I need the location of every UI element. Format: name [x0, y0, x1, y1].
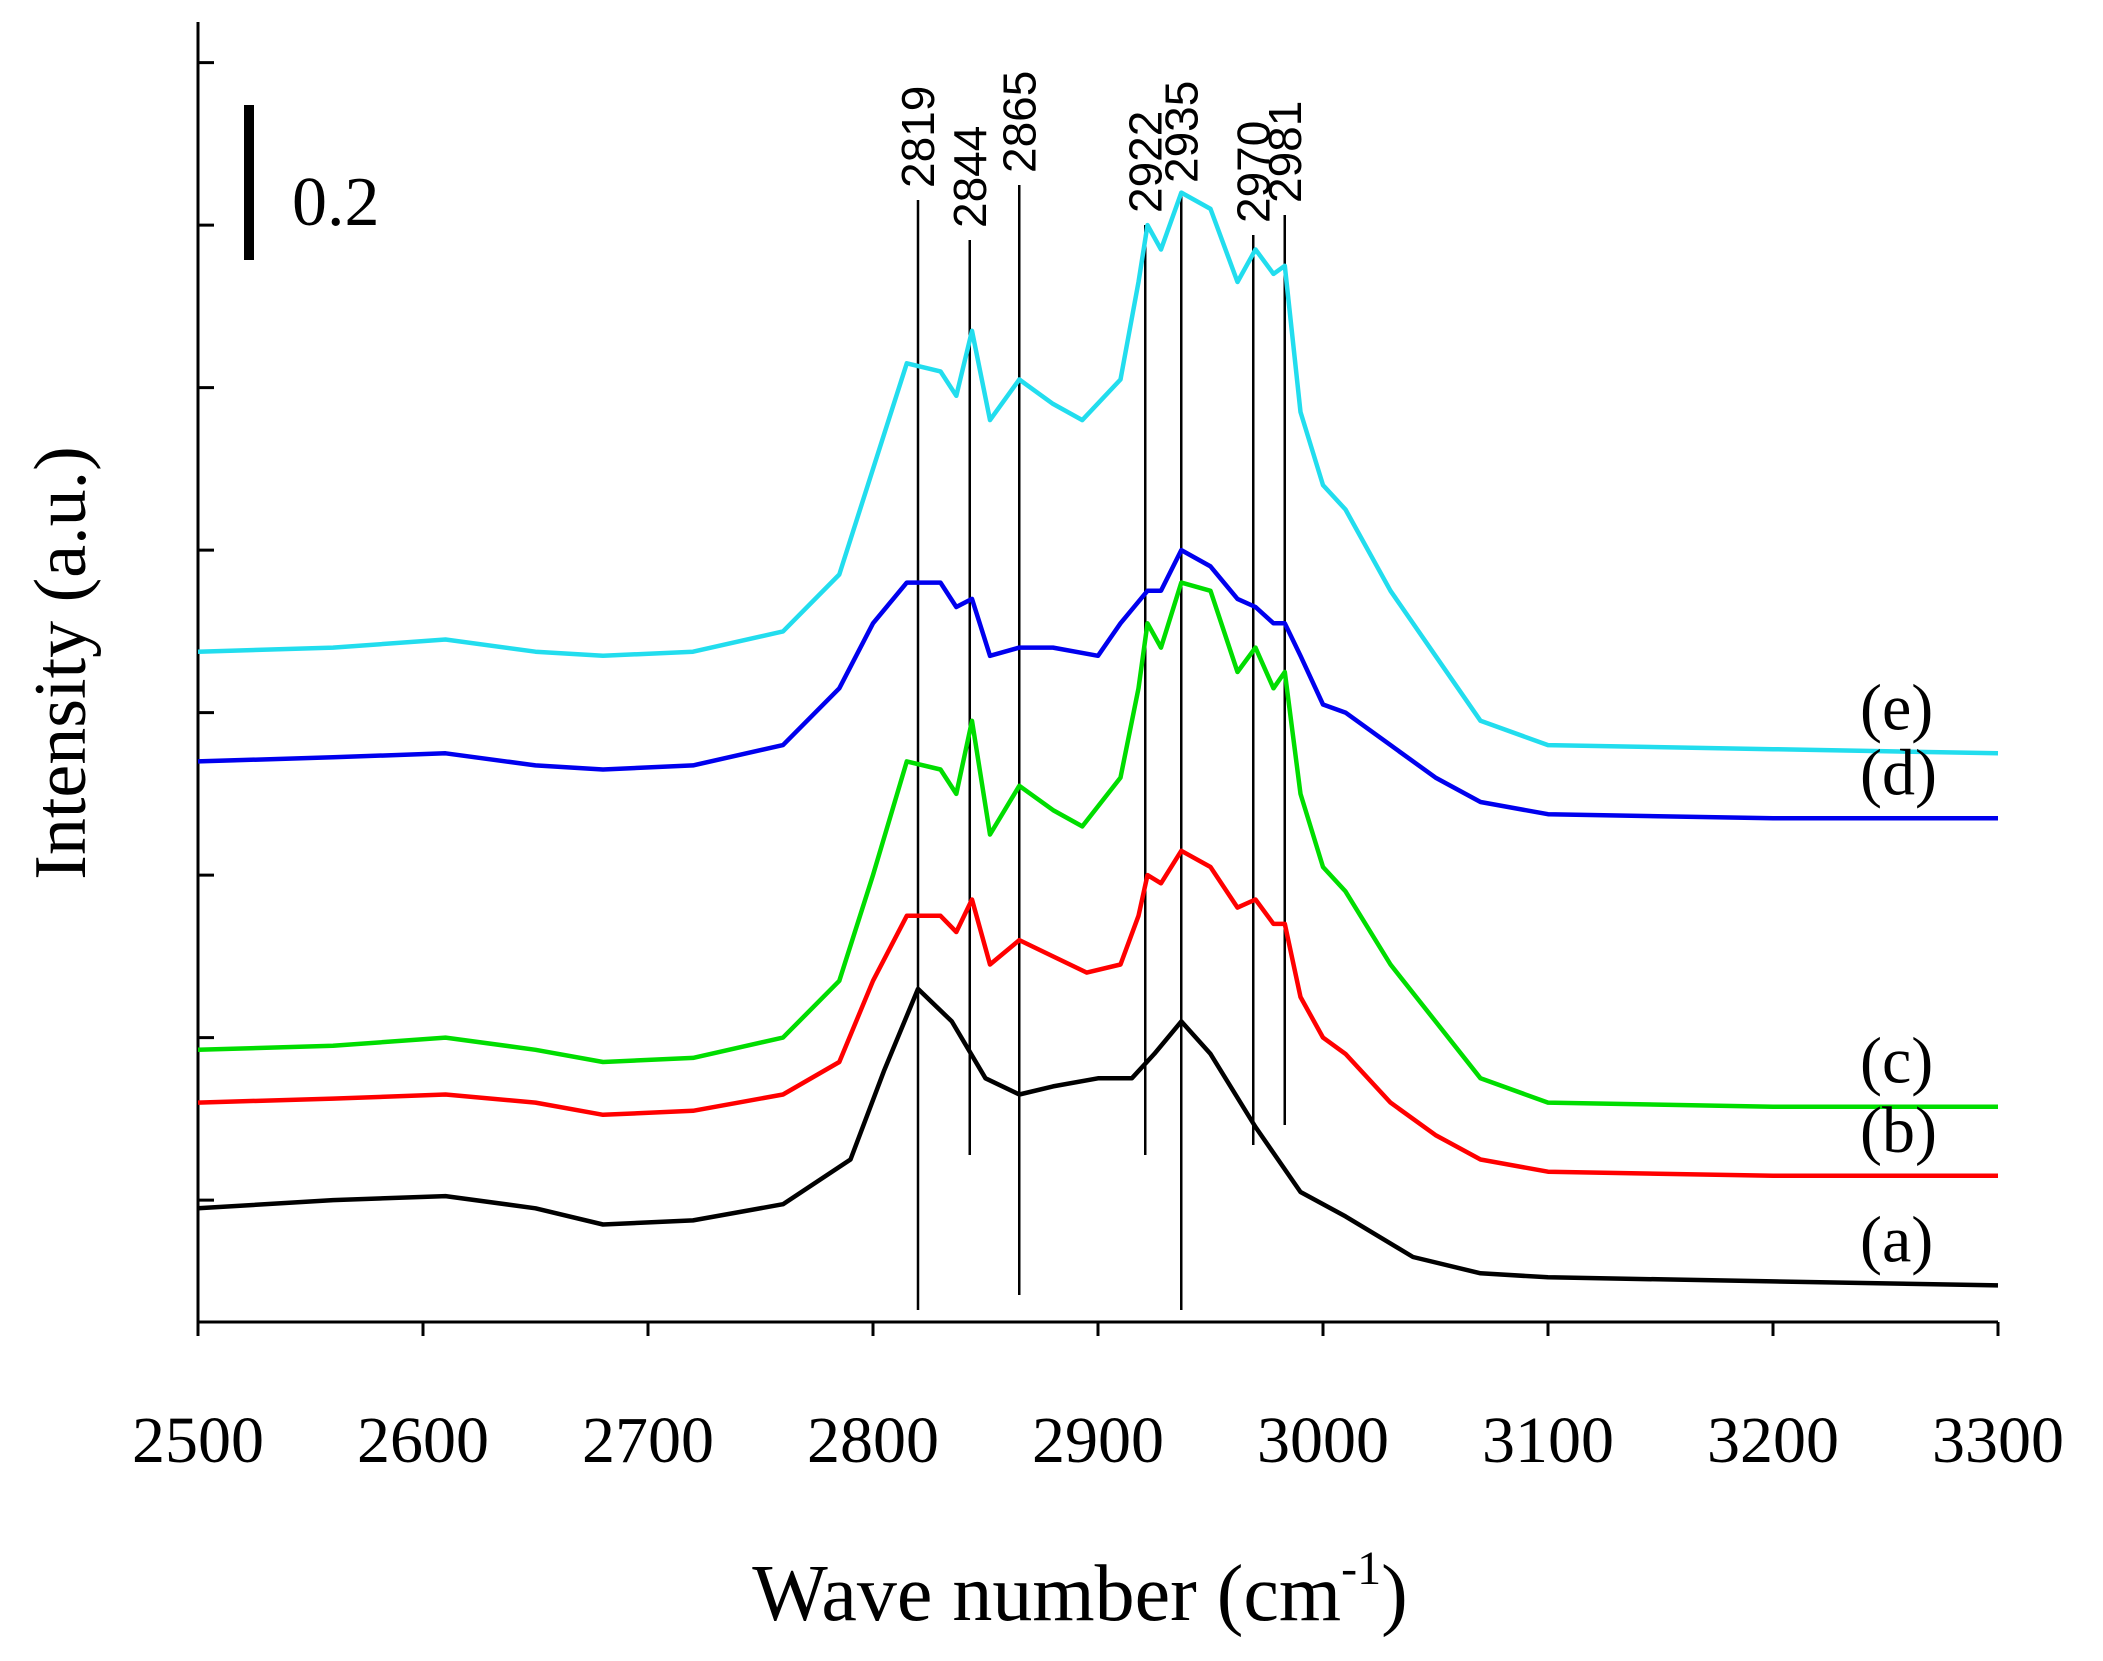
series-line-a: [197, 986, 1999, 1288]
x-tick-label-3300: 3300: [1932, 1404, 2064, 1477]
x-axis-label-main: Wave number (cm: [752, 1550, 1341, 1638]
series-line-b: [197, 848, 1998, 1179]
scale-bar-label: 0.2: [292, 164, 380, 241]
peak-label-2844: 2844: [944, 126, 996, 228]
series-label-a: (a): [1860, 1203, 1933, 1276]
peak-label-2865: 2865: [993, 71, 1045, 173]
x-tick-label-2600: 2600: [357, 1404, 489, 1477]
series-line-d: [197, 547, 1998, 821]
series-label-c: (c): [1860, 1025, 1933, 1098]
spectra-series: [197, 190, 1999, 1288]
peak-label-2922: 2922: [1119, 111, 1171, 213]
x-tick-label-2500: 2500: [132, 1404, 264, 1477]
x-tick-label-3100: 3100: [1482, 1404, 1614, 1477]
peak-label-2970: 2970: [1227, 121, 1279, 223]
scale-bar: 0.2: [244, 105, 380, 260]
series-labels: (a) (b)(c) (d)(e): [1860, 671, 1937, 1276]
series-line-c: [197, 580, 1998, 1109]
x-tick-label-3200: 3200: [1707, 1404, 1839, 1477]
series-label-d: (d): [1860, 736, 1937, 809]
y-axis-ticks: [198, 61, 214, 1202]
series-label-b: (b): [1860, 1094, 1937, 1167]
x-axis-label-close: ): [1381, 1550, 1408, 1638]
x-tick-label-2800: 2800: [807, 1404, 939, 1477]
series-line-e: [197, 190, 1999, 756]
peak-label-2935: 2935: [1155, 81, 1207, 183]
y-axis-label: Intensity (a.u.): [20, 446, 102, 880]
peak-label-2981: 2981: [1259, 101, 1311, 203]
series-label-e: (e): [1860, 671, 1933, 744]
x-axis-label-superscript: -1: [1341, 1542, 1381, 1595]
x-axis-ticks: 2500 2600 2700 2800 2900 3000 3100 3200 3300: [132, 1322, 2064, 1477]
x-axis-label: Wave number (cm-1): [752, 1542, 1408, 1638]
x-tick-label-3000: 3000: [1257, 1404, 1389, 1477]
x-tick-label-2900: 2900: [1032, 1404, 1164, 1477]
peak-label-2819: 2819: [892, 86, 944, 188]
x-tick-label-2700: 2700: [582, 1404, 714, 1477]
